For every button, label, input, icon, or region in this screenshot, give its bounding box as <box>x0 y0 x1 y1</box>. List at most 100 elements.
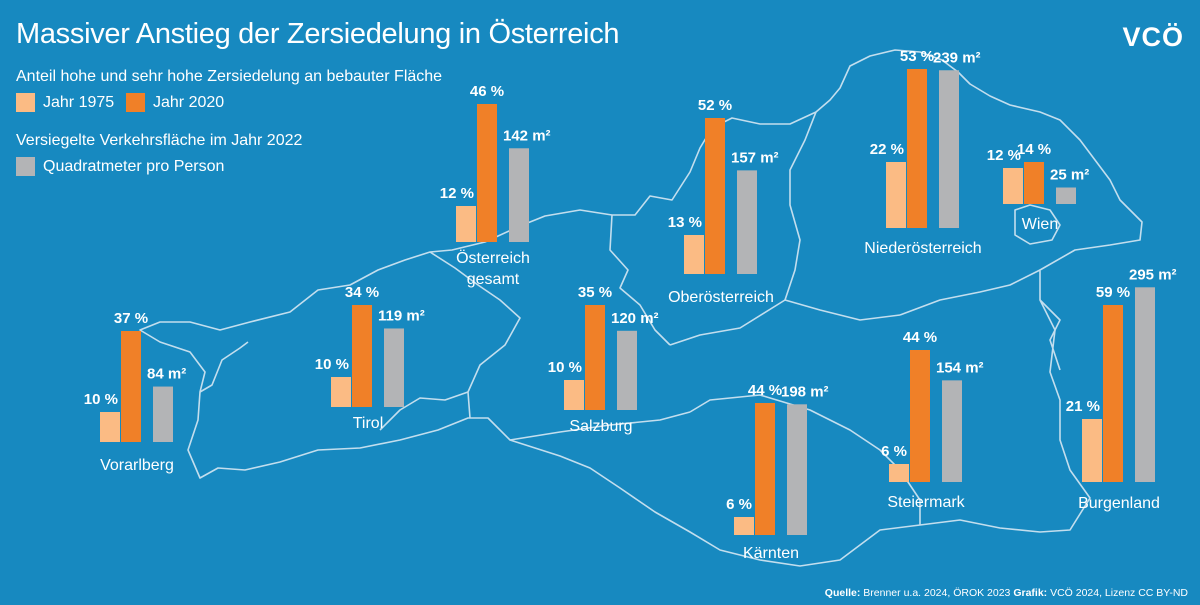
border-salzburg-ooe <box>609 214 671 346</box>
border-tirol-salzburg <box>429 251 521 419</box>
bar-1975-vorarlberg <box>100 412 120 442</box>
value-m2-oberoesterreich: 157 m² <box>731 149 779 166</box>
source-grafik-text: VCÖ 2024, Lizenz CC BY-ND <box>1047 587 1188 599</box>
bar-m2-vorarlberg <box>153 386 173 442</box>
value-m2-wien: 25 m² <box>1050 167 1089 184</box>
source-quelle-label: Quelle: <box>824 587 861 599</box>
bar-2020-tirol <box>352 305 372 407</box>
bar-m2-burgenland <box>1135 287 1155 482</box>
value-m2-tirol: 119 m² <box>378 307 425 324</box>
value-2020-steiermark: 44 % <box>903 329 937 346</box>
bar-m2-oesterreich-gesamt <box>509 148 529 242</box>
value-m2-salzburg: 120 m² <box>611 310 659 327</box>
border-vorarlberg-tirol <box>199 341 249 393</box>
value-1975-kaernten: 6 % <box>726 496 752 513</box>
bar-m2-niederoesterreich <box>939 70 959 228</box>
bar-m2-oberoesterreich <box>737 170 757 274</box>
bar-1975-niederoesterreich <box>886 162 906 228</box>
border-osttirol <box>379 391 469 431</box>
value-1975-oesterreich-gesamt: 12 % <box>440 185 474 202</box>
border-ooe-steiermark <box>669 299 901 346</box>
bar-2020-vorarlberg <box>121 331 141 442</box>
bar-2020-niederoesterreich <box>907 69 927 228</box>
bar-m2-wien <box>1056 187 1076 204</box>
bar-2020-kaernten <box>755 403 775 535</box>
bar-2020-wien <box>1024 162 1044 204</box>
bar-2020-salzburg <box>585 305 605 410</box>
value-2020-oberoesterreich: 52 % <box>698 97 732 114</box>
value-2020-vorarlberg: 37 % <box>114 310 148 327</box>
border-salzburg-kaernten <box>509 411 691 441</box>
region-label-vorarlberg: Vorarlberg <box>100 457 174 474</box>
legend-label-m2: Quadratmeter pro Person <box>43 157 225 175</box>
value-1975-vorarlberg: 10 % <box>84 391 118 408</box>
region-label-oberoesterreich: Oberösterreich <box>668 289 774 306</box>
value-2020-oesterreich-gesamt: 46 % <box>470 83 504 100</box>
region-label-wien: Wien <box>1021 216 1059 233</box>
bar-1975-steiermark <box>889 464 909 482</box>
value-m2-kaernten: 198 m² <box>781 383 829 400</box>
bar-1975-tirol <box>331 377 351 407</box>
border-wien <box>1014 204 1061 245</box>
legend-item-2020: Jahr 2020 <box>126 93 224 112</box>
bar-1975-oesterreich-gesamt <box>456 206 476 242</box>
value-1975-niederoesterreich: 22 % <box>870 141 904 158</box>
border-steiermark-kaernten <box>689 394 921 525</box>
value-2020-kaernten: 44 % <box>748 382 782 399</box>
bar-m2-salzburg <box>617 330 637 410</box>
legend-title-zersiedelung: Anteil hohe und sehr hohe Zersiedelung a… <box>16 68 443 85</box>
source-note: Quelle: Brenner u.a. 2024, ÖROK 2023 Gra… <box>825 587 1188 599</box>
border-noe-steiermark <box>899 269 1041 316</box>
region-label-tirol: Tirol <box>352 415 384 432</box>
region-label-oesterreich-gesamt: Österreich gesamt <box>456 250 530 288</box>
vcoe-logo: VCÖ <box>1122 22 1184 52</box>
bar-m2-kaernten <box>787 404 807 535</box>
legend-label-1975: Jahr 1975 <box>43 93 115 111</box>
legend-swatch-1975 <box>16 93 35 112</box>
bar-2020-oesterreich-gesamt <box>477 104 497 242</box>
value-m2-steiermark: 154 m² <box>936 359 984 376</box>
border-burgenland <box>1039 299 1061 371</box>
bar-m2-steiermark <box>942 380 962 482</box>
value-2020-salzburg: 35 % <box>578 284 612 301</box>
bar-1975-oberoesterreich <box>684 235 704 274</box>
source-grafik-label: Grafik: <box>1013 587 1048 599</box>
bar-1975-kaernten <box>734 517 754 535</box>
bar-layer: 12 % 46 % 142 m² 10 % 37 % 84 m² 10 % 34 % 119 m… <box>84 48 1177 535</box>
bar-1975-burgenland <box>1082 419 1102 482</box>
value-1975-wien: 12 % <box>987 147 1021 164</box>
value-1975-oberoesterreich: 13 % <box>668 214 702 231</box>
border-ooe-noe <box>784 111 817 301</box>
region-label-burgenland: Burgenland <box>1078 495 1160 512</box>
value-2020-wien: 14 % <box>1017 141 1051 158</box>
bar-1975-salzburg <box>564 380 584 410</box>
value-1975-burgenland: 21 % <box>1066 398 1100 415</box>
value-2020-niederoesterreich: 53 % <box>900 48 934 65</box>
legend-swatch-2020 <box>126 93 145 112</box>
austria-outline <box>139 49 1143 567</box>
region-label-niederoesterreich: Niederösterreich <box>864 240 982 257</box>
bar-2020-burgenland <box>1103 305 1123 482</box>
value-m2-burgenland: 295 m² <box>1129 266 1177 283</box>
region-label-salzburg: Salzburg <box>569 418 633 435</box>
legend-item-m2: Quadratmeter pro Person <box>16 157 224 176</box>
region-label-steiermark: Steiermark <box>887 494 965 511</box>
chart-title: Massiver Anstieg der Zersiedelung in Öst… <box>16 18 620 50</box>
legend-title-verkehrsflaeche: Versiegelte Verkehrsfläche im Jahr 2022 <box>16 132 303 149</box>
legend-item-1975: Jahr 1975 <box>16 93 114 112</box>
region-label-kaernten: Kärnten <box>742 545 800 562</box>
value-m2-vorarlberg: 84 m² <box>147 366 186 383</box>
bar-2020-steiermark <box>910 350 930 482</box>
legend-label-2020: Jahr 2020 <box>153 93 225 111</box>
bar-1975-wien <box>1003 168 1023 204</box>
legend-swatch-m2 <box>16 157 35 176</box>
value-m2-niederoesterreich: 239 m² <box>933 49 981 66</box>
bar-m2-tirol <box>384 328 404 407</box>
value-2020-burgenland: 59 % <box>1096 284 1130 301</box>
source-quelle-text: Brenner u.a. 2024, ÖROK 2023 <box>860 587 1014 599</box>
value-1975-steiermark: 6 % <box>881 443 907 460</box>
value-2020-tirol: 34 % <box>345 284 379 301</box>
value-1975-tirol: 10 % <box>315 356 349 373</box>
